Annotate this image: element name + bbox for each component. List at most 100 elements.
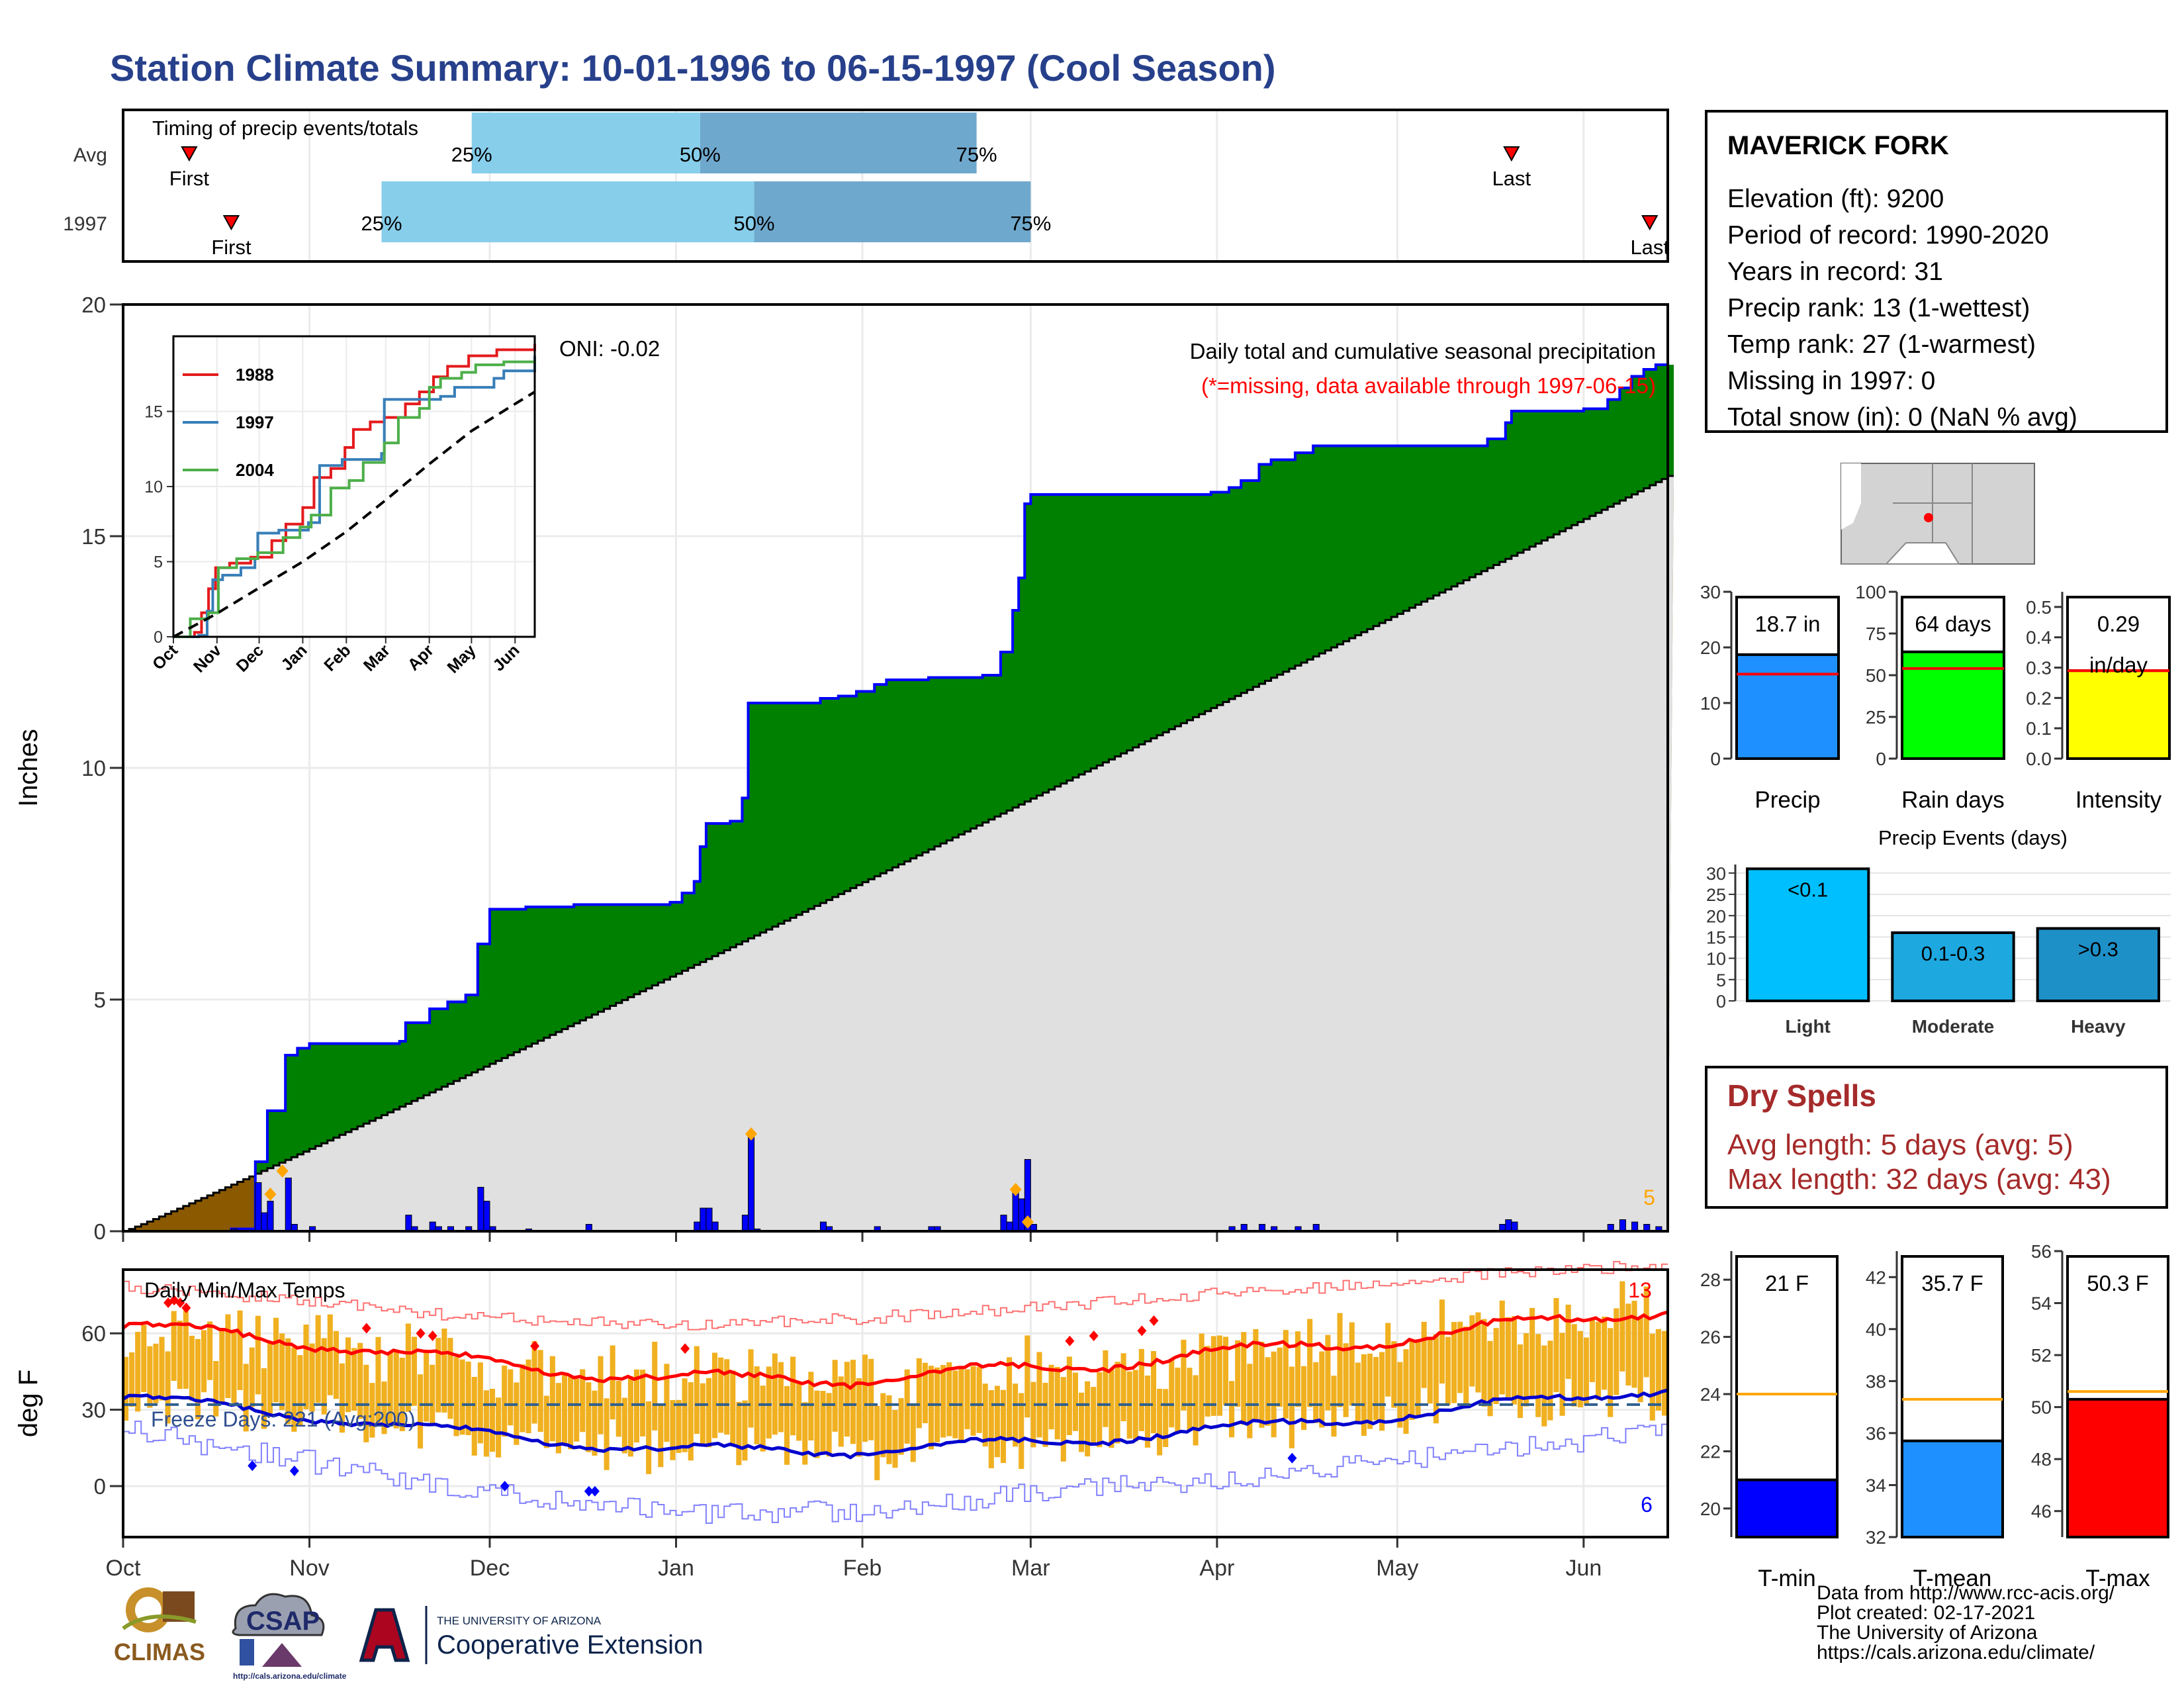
station-elevation: Elevation (ft): 9200: [1727, 185, 1944, 213]
intensity-y-label: 0.0: [2026, 749, 2052, 769]
deficit-day: [195, 1200, 202, 1231]
daily-temp-bar: [1091, 1387, 1097, 1445]
record-precip-marker: [1009, 1183, 1022, 1196]
record-high-marker: [1149, 1315, 1159, 1326]
daily-temp-bar: [1451, 1322, 1457, 1403]
deficit-day: [165, 1213, 172, 1231]
avg-min-line: [122, 1388, 1668, 1460]
daily-temp-bar: [405, 1323, 411, 1412]
temps-y-label: 30: [81, 1398, 106, 1423]
timing-right-mask: [1668, 110, 1694, 261]
daily-temp-bar: [508, 1369, 514, 1426]
events-value-label: >0.3: [2078, 938, 2118, 961]
daily-precip-bar: [705, 1207, 713, 1232]
daily-temp-bar: [1132, 1370, 1138, 1442]
station-info-panel: MAVERICK FORK Elevation (ft): 9200 Perio…: [1705, 110, 2168, 433]
temps-x-label: Jun: [1565, 1556, 1602, 1581]
daily-temp-bar: [1072, 1372, 1078, 1431]
daily-temp-bar: [964, 1369, 970, 1430]
excess-band: [123, 365, 1674, 1231]
daily-temp-bar: [1608, 1328, 1614, 1417]
daily-temp-bar: [766, 1366, 772, 1439]
deficit-day: [225, 1187, 232, 1231]
daily-temp-bar: [946, 1362, 952, 1436]
daily-temp-bar: [555, 1383, 561, 1454]
record-high-count: 13: [1628, 1278, 1652, 1302]
daily-temp-bar: [772, 1353, 778, 1435]
daily-temp-bar: [514, 1382, 520, 1445]
daily-temp-bar: [1655, 1329, 1661, 1411]
timing-q75-label: 75%: [956, 143, 997, 166]
inset-legend-label: 2004: [236, 460, 274, 480]
y-tick-label: 15: [81, 524, 106, 549]
daily-temp-bar: [291, 1347, 297, 1432]
daily-temp-bar: [1000, 1389, 1007, 1464]
daily-temp-bar: [1259, 1341, 1265, 1428]
deficit-day: [177, 1208, 184, 1231]
daily-temp-bar: [1409, 1340, 1415, 1421]
daily-temp-bar: [1169, 1358, 1175, 1428]
daily-temp-bar: [1313, 1362, 1319, 1423]
record-precip-marker: [264, 1188, 277, 1201]
daily-temp-bar: [615, 1381, 621, 1437]
daily-temp-bar: [1054, 1366, 1060, 1440]
daily-temp-bar: [1385, 1323, 1391, 1397]
events-value-label: 0.1-0.3: [1921, 942, 1985, 965]
daily-temp-bar: [808, 1372, 814, 1440]
daily-temp-bar: [1120, 1353, 1126, 1421]
daily-temp-bar: [1103, 1350, 1109, 1427]
daily-temp-bar: [640, 1370, 646, 1436]
daily-temp-bar: [682, 1378, 688, 1452]
daily-temp-bar: [1048, 1364, 1054, 1430]
daily-temp-bar: [1210, 1336, 1216, 1416]
timing-bar-50-75: [700, 113, 977, 173]
timing-chart: Avg 25% 50% 75% First Last 1997 25% 50% 75% First L…: [63, 109, 1694, 263]
daily-temp-bar: [1222, 1336, 1229, 1405]
rain_days-y-label: 25: [1866, 707, 1886, 727]
daily-temp-bar: [1007, 1357, 1013, 1439]
daily-temp-bar: [1565, 1304, 1571, 1380]
daily-temp-bar: [525, 1359, 531, 1434]
intensity-y-label: 0.3: [2026, 658, 2052, 679]
rain_days-chart: 0 25 50 75 100 64 days Rain days: [1855, 582, 2009, 813]
inset-series-line: [173, 344, 536, 638]
precip_total-category-label: Precip: [1754, 787, 1820, 813]
credits: Data from http://www.rcc-acis.org/ Plot …: [1817, 1583, 2115, 1663]
daily-temp-bar: [1193, 1375, 1199, 1446]
daily-temp-bar: [1036, 1352, 1042, 1438]
daily-temp-bar: [658, 1403, 664, 1468]
daily-precip-bar: [819, 1221, 827, 1232]
credit-university: The University of Arizona: [1817, 1622, 2038, 1644]
daily-temp-bar: [201, 1330, 207, 1393]
temps-x-label: Nov: [289, 1556, 329, 1581]
daily-temp-bar: [225, 1314, 231, 1399]
cumulative-subtitle: (*=missing, data available through 1997-…: [1201, 373, 1656, 398]
cumulative-frame: [122, 303, 1669, 1233]
tmin-y-label: 20: [1700, 1499, 1721, 1519]
daily-precip-bar: [741, 1215, 749, 1232]
deficit-day: [201, 1197, 208, 1231]
daily-temp-bar: [862, 1354, 868, 1442]
daily-temp-bar: [1271, 1351, 1277, 1438]
daily-temp-bar: [147, 1346, 153, 1408]
daily-temp-bar: [315, 1315, 321, 1403]
daily-temp-bar: [1517, 1344, 1524, 1419]
intensity-bar: [2066, 669, 2171, 760]
daily-temp-bar: [1631, 1301, 1637, 1388]
daily-temp-bar: [904, 1369, 910, 1444]
daily-temp-bar: [646, 1401, 652, 1474]
daily-temp-bar: [1511, 1316, 1517, 1405]
daily-temp-bar: [1625, 1303, 1631, 1386]
inset-legend-label: 1997: [236, 412, 274, 432]
inset-y-label: 0: [154, 628, 163, 647]
timing-last-label: Last: [1630, 236, 1669, 259]
daily-temp-bar: [159, 1336, 165, 1401]
record-precip-marker: [276, 1164, 289, 1178]
record-low-marker: [584, 1485, 594, 1497]
daily-temp-bar: [574, 1378, 580, 1442]
daily-temp-bar: [549, 1356, 555, 1442]
inset-frame: [172, 335, 536, 638]
record-high-marker: [680, 1343, 690, 1354]
events-y-label: 25: [1706, 885, 1726, 905]
daily-temp-bar: [1138, 1348, 1144, 1431]
